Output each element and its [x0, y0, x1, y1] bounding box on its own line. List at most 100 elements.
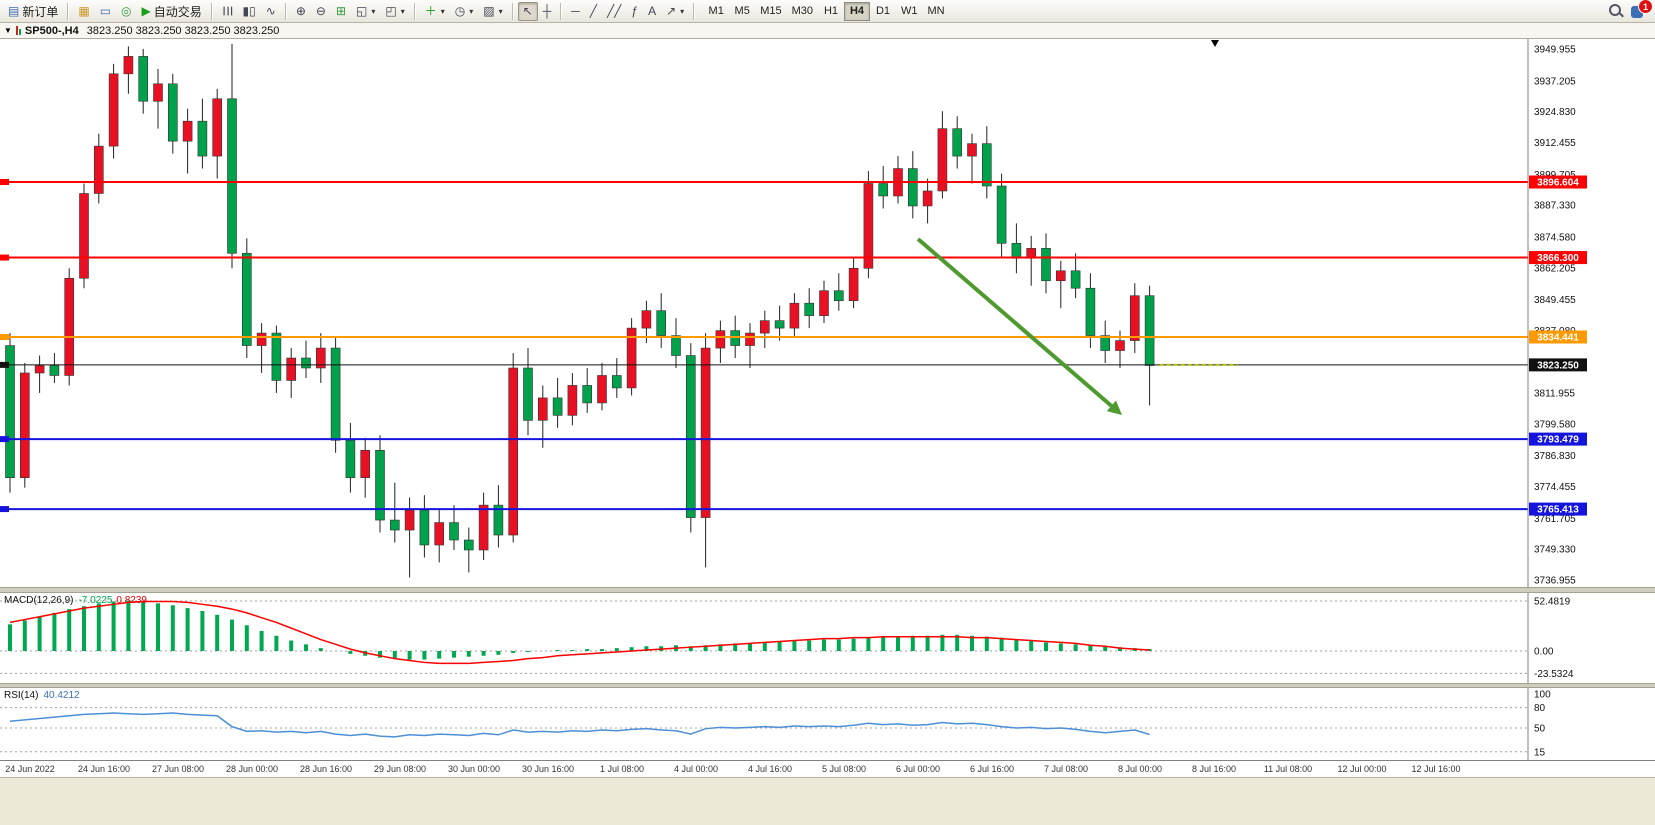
svg-text:3765.413: 3765.413 — [1537, 505, 1579, 516]
time-axis-label: 11 Jul 08:00 — [1263, 764, 1313, 774]
timeframe-w1-button[interactable]: W1 — [896, 2, 923, 21]
panel-splitter[interactable] — [0, 587, 1655, 593]
macd-signal-value: 0.8239 — [116, 595, 147, 606]
svg-text:3896.604: 3896.604 — [1537, 178, 1579, 189]
market-watch-button[interactable]: ▦ — [73, 2, 94, 21]
auto-trading-icon: ▶ — [141, 4, 151, 18]
horizontal-line-icon: ─ — [571, 4, 580, 18]
cursor-button[interactable]: ↖ — [517, 1, 538, 21]
main-toolbar: ▤ 新订单 ▦ ▭ ◎ ▶ 自动交易 ☰ ▮▯ ∿ ⊕ ⊖ ⊞ ◱ ▾ ◰ ▾ ＋ ▾ ◷ ▾ ▨ ▾ ↖ ┼ ─ ╱ ╱╱ ƒ A ↗ ▾ M… — [0, 0, 1655, 23]
candlestick-chart-button[interactable]: ▮▯ — [238, 2, 261, 21]
timeframe-d1-button[interactable]: D1 — [870, 2, 896, 21]
svg-text:3887.330: 3887.330 — [1534, 201, 1576, 212]
rsi-name: RSI(14) — [4, 690, 39, 701]
time-axis-label: 30 Jun 00:00 — [447, 764, 501, 774]
timeframe-mn-button[interactable]: MN — [923, 2, 950, 21]
timeframe-m15-button[interactable]: M15 — [755, 2, 786, 21]
new-chart-button[interactable]: ◱ ▾ — [351, 2, 380, 21]
periods-button[interactable]: ◷ ▾ — [450, 2, 479, 21]
svg-text:0.00: 0.00 — [1534, 646, 1554, 657]
horizontal-line-button[interactable]: ─ — [566, 2, 585, 21]
rsi-label: RSI(14) 40.4212 — [4, 690, 80, 701]
time-axis-label: 7 Jul 08:00 — [1043, 764, 1089, 774]
indicators-button[interactable]: ＋ ▾ — [420, 2, 450, 21]
chart-profiles-button[interactable]: ◰ ▾ — [380, 2, 409, 21]
tile-windows-icon: ⊞ — [335, 4, 347, 18]
data-window-icon: ▭ — [99, 4, 112, 18]
new-order-icon: ▤ — [8, 4, 20, 18]
time-axis-label: 30 Jun 16:00 — [521, 764, 575, 774]
macd-chart[interactable]: 52.4819 0.00 -23.5324 — [0, 593, 1655, 683]
rsi-chart[interactable]: 100 80 50 15 — [0, 688, 1655, 760]
notifications-button[interactable]: 1 — [1631, 0, 1653, 18]
svg-text:3761.705: 3761.705 — [1534, 514, 1576, 525]
time-axis-label: 28 Jun 00:00 — [225, 764, 279, 774]
text-icon: A — [648, 4, 657, 18]
dropdown-arrow-icon: ▾ — [469, 6, 474, 16]
text-button[interactable]: A — [643, 2, 661, 21]
strategy-tester-icon: ◎ — [121, 4, 132, 18]
tile-windows-button[interactable]: ⊞ — [331, 2, 351, 21]
crosshair-button[interactable]: ┼ — [538, 2, 557, 21]
chart-profiles-icon: ◰ — [385, 4, 397, 18]
svg-text:100: 100 — [1534, 689, 1551, 700]
timeframe-h4-button[interactable]: H4 — [844, 1, 870, 21]
panel-splitter[interactable] — [0, 683, 1655, 688]
zoom-out-icon: ⊖ — [315, 4, 326, 18]
line-chart-button[interactable]: ∿ — [261, 2, 281, 21]
toolbar-right-group: 1 — [1608, 0, 1653, 18]
timeframe-m30-button[interactable]: M30 — [787, 2, 818, 21]
macd-panel: MACD(12,26,9) -7.0225 0.8239 52.4819 0.00 -2… — [0, 593, 1655, 683]
trendline-button[interactable]: ╱ — [585, 2, 602, 21]
dropdown-arrow-icon: ▾ — [371, 6, 376, 16]
templates-button[interactable]: ▨ ▾ — [478, 2, 507, 21]
rsi-panel: RSI(14) 40.4212 100 80 50 15 — [0, 688, 1655, 760]
fibonacci-button[interactable]: ƒ — [626, 2, 643, 21]
time-axis[interactable]: 24 Jun 2022 24 Jun 16:00 27 Jun 08:00 28 Ju… — [0, 760, 1655, 777]
data-window-button[interactable]: ▭ — [95, 2, 116, 21]
time-axis-label: 4 Jul 00:00 — [673, 764, 719, 774]
new-order-button[interactable]: ▤ 新订单 — [3, 2, 63, 21]
crosshair-icon: ┼ — [542, 4, 552, 18]
time-axis-label: 4 Jul 16:00 — [747, 764, 793, 774]
strategy-tester-button[interactable]: ◎ — [116, 2, 136, 21]
svg-text:3774.455: 3774.455 — [1534, 482, 1576, 493]
timeframe-m1-button[interactable]: M1 — [703, 2, 729, 21]
svg-text:3912.455: 3912.455 — [1534, 138, 1576, 149]
zoom-in-button[interactable]: ⊕ — [291, 2, 311, 21]
bar-chart-button[interactable]: ☰ — [217, 2, 238, 21]
svg-text:3862.205: 3862.205 — [1534, 263, 1576, 274]
svg-text:3793.479: 3793.479 — [1537, 435, 1579, 446]
zoom-out-button[interactable]: ⊖ — [311, 2, 331, 21]
macd-main-value: -7.0225 — [78, 595, 113, 606]
time-axis-label: 5 Jul 08:00 — [821, 764, 867, 774]
timeframe-m5-button[interactable]: M5 — [729, 2, 755, 21]
timeframe-h1-button[interactable]: H1 — [818, 2, 844, 21]
indicators-icon: ＋ — [424, 4, 437, 18]
toolbar-separator — [284, 2, 287, 20]
svg-text:3949.955: 3949.955 — [1534, 45, 1576, 56]
main-chart-panel: 3949.955 3937.205 3924.830 3912.455 3899.705… — [0, 39, 1655, 587]
auto-trading-button[interactable]: ▶ 自动交易 — [137, 2, 207, 21]
toolbar-items: ▤ 新订单 ▦ ▭ ◎ ▶ 自动交易 ☰ ▮▯ ∿ ⊕ ⊖ ⊞ ◱ ▾ ◰ ▾ ＋ ▾ ◷ ▾ ▨ ▾ ↖ ┼ ─ ╱ ╱╱ ƒ A ↗ ▾ M… — [3, 1, 950, 21]
svg-text:15: 15 — [1534, 747, 1546, 758]
svg-text:3799.580: 3799.580 — [1534, 419, 1576, 430]
time-axis-label: 1 Jul 08:00 — [599, 764, 645, 774]
search-icon[interactable] — [1608, 3, 1623, 18]
arrows-button[interactable]: ↗ ▾ — [661, 2, 689, 21]
time-axis-label: 12 Jul 00:00 — [1337, 764, 1387, 774]
dropdown-arrow-icon: ▾ — [680, 6, 685, 16]
trendline-icon: ╱ — [589, 4, 597, 18]
rsi-value: 40.4212 — [43, 690, 80, 701]
dropdown-arrow-icon: ▾ — [440, 6, 445, 16]
toolbar-separator — [511, 2, 514, 20]
notification-badge[interactable]: 1 — [1638, 0, 1653, 14]
candlestick-chart-icon: ▮▯ — [242, 4, 256, 18]
channel-button[interactable]: ╱╱ — [602, 2, 626, 21]
candlestick-icon — [15, 26, 21, 35]
dropdown-arrow-icon: ▾ — [400, 6, 405, 16]
bottom-filler — [0, 777, 1655, 825]
window-menu-icon[interactable]: ▼ — [4, 26, 12, 35]
main-price-chart[interactable]: 3949.955 3937.205 3924.830 3912.455 3899.705… — [0, 39, 1655, 587]
svg-text:3749.330: 3749.330 — [1534, 545, 1576, 556]
